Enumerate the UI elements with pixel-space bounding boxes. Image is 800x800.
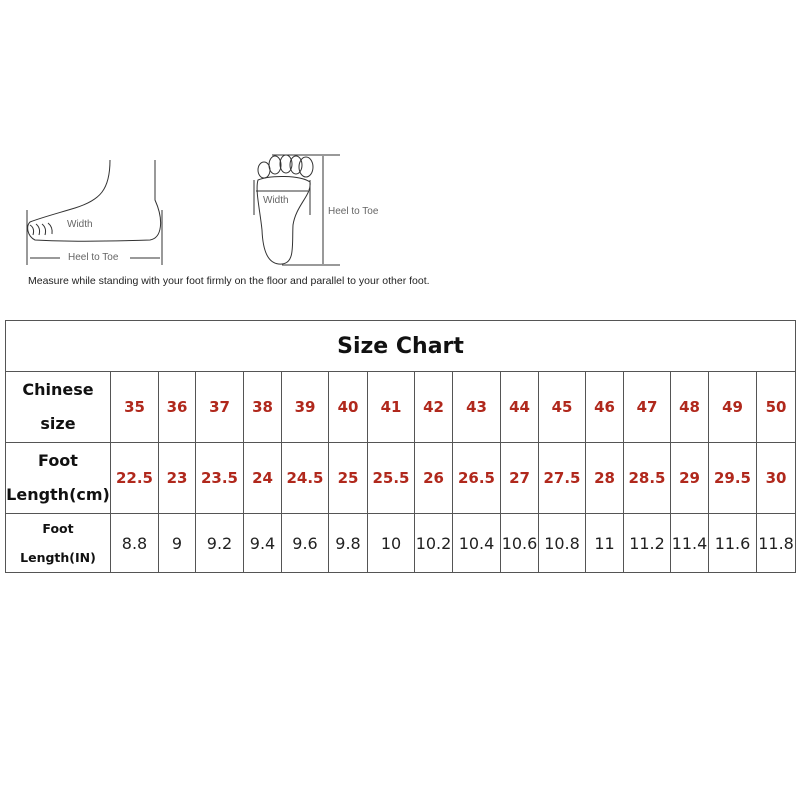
table-cell: 10.2 — [414, 513, 453, 573]
foot-measurement-diagram: Width Heel to Toe Width Heel to Toe — [0, 150, 500, 290]
table-cell: 28 — [585, 442, 624, 514]
table-cell: 36 — [158, 371, 196, 443]
table-cell: 9.2 — [195, 513, 244, 573]
table-cell: 25.5 — [367, 442, 415, 514]
row-header-line: Foot — [38, 451, 78, 470]
table-cell: 10 — [367, 513, 415, 573]
row-header: Chinese size — [5, 371, 111, 443]
table-cell: 44 — [500, 371, 539, 443]
table-cell: 49 — [708, 371, 757, 443]
table-cell: 27 — [500, 442, 539, 514]
table-cell: 29 — [670, 442, 709, 514]
table-cell: 29.5 — [708, 442, 757, 514]
table-cell: 9.4 — [243, 513, 282, 573]
size-chart-title: Size Chart — [4, 320, 797, 372]
table-row-chinese-size: Chinese size 35 36 37 38 39 40 41 42 43 44 45 46 47 48 4… — [5, 371, 797, 443]
size-chart-table: Size Chart Chinese size 35 36 37 38 39 40 41 42 43… — [4, 320, 797, 573]
row-header-line: Length(cm) — [6, 485, 110, 504]
table-cell: 9.6 — [281, 513, 329, 573]
row-header: Foot Length(IN) — [5, 513, 111, 573]
row-header-line: Chinese — [22, 380, 94, 399]
table-cell: 39 — [281, 371, 329, 443]
table-cell: 11.4 — [670, 513, 709, 573]
table-cell: 11.6 — [708, 513, 757, 573]
table-cell: 48 — [670, 371, 709, 443]
table-cell: 22.5 — [110, 442, 159, 514]
table-cell: 26.5 — [452, 442, 501, 514]
sole-width-label: Width — [263, 195, 289, 206]
foot-illustration — [26, 154, 340, 266]
table-cell: 25 — [328, 442, 368, 514]
table-cell: 24 — [243, 442, 282, 514]
table-cell: 47 — [623, 371, 671, 443]
side-heel-to-toe-label: Heel to Toe — [68, 252, 119, 263]
table-cell: 40 — [328, 371, 368, 443]
row-header-line: Length(IN) — [20, 550, 96, 565]
table-cell: 27.5 — [538, 442, 586, 514]
table-cell: 10.6 — [500, 513, 539, 573]
table-cell: 23 — [158, 442, 196, 514]
table-cell: 11 — [585, 513, 624, 573]
measurement-instruction: Measure while standing with your foot fi… — [28, 275, 430, 287]
table-cell: 24.5 — [281, 442, 329, 514]
table-cell: 37 — [195, 371, 244, 443]
table-cell: 8.8 — [110, 513, 159, 573]
row-header: Foot Length(cm) — [5, 442, 111, 514]
table-cell: 9.8 — [328, 513, 368, 573]
table-cell: 45 — [538, 371, 586, 443]
table-cell: 11.2 — [623, 513, 671, 573]
table-cell: 35 — [110, 371, 159, 443]
table-cell: 28.5 — [623, 442, 671, 514]
table-cell: 41 — [367, 371, 415, 443]
table-cell: 43 — [452, 371, 501, 443]
table-cell: 30 — [755, 442, 797, 514]
sole-heel-to-toe-label: Heel to Toe — [328, 206, 379, 217]
table-cell: 10.4 — [452, 513, 501, 573]
table-cell: 23.5 — [195, 442, 244, 514]
table-cell: 42 — [414, 371, 453, 443]
table-cell: 9 — [158, 513, 196, 573]
side-width-label: Width — [67, 219, 93, 230]
row-header-line: Foot — [42, 521, 74, 536]
row-header-line: size — [40, 414, 76, 433]
table-row-foot-length-in: Foot Length(IN) 8.8 9 9.2 9.4 9.6 9.8 10 10.2 10.4… — [5, 513, 797, 573]
table-cell: 10.8 — [538, 513, 586, 573]
table-cell: 26 — [414, 442, 453, 514]
table-cell: 50 — [755, 371, 797, 443]
table-cell: 46 — [585, 371, 624, 443]
table-cell: 38 — [243, 371, 282, 443]
table-row-foot-length-cm: Foot Length(cm) 22.5 23 23.5 24 24.5 25 25.5 26 26… — [5, 442, 797, 514]
table-cell: 11.8 — [755, 513, 797, 573]
